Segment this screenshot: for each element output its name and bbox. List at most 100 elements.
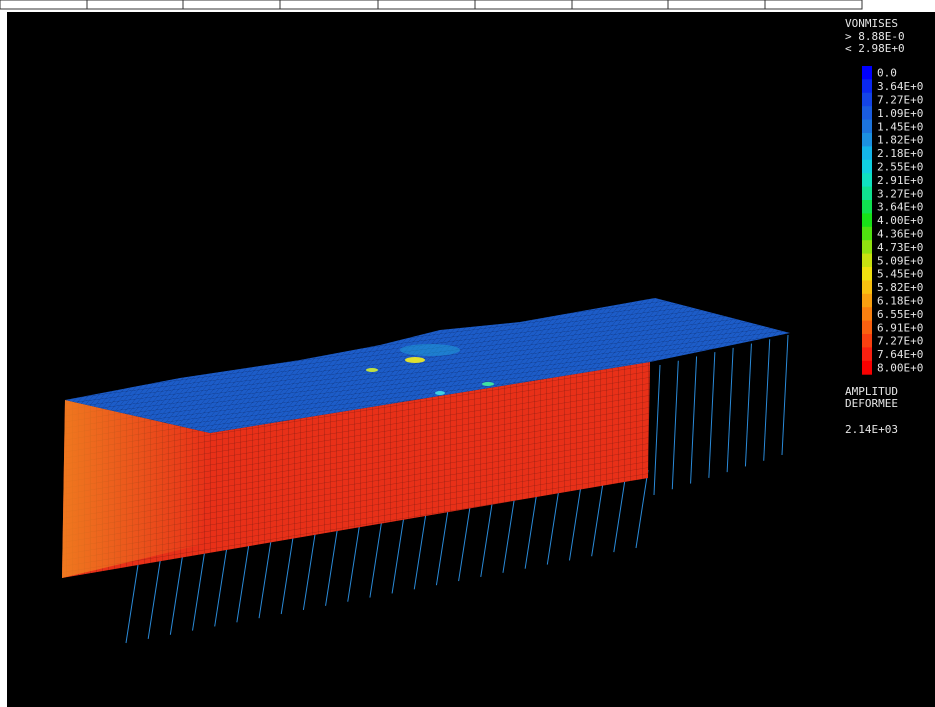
pile — [458, 502, 472, 582]
pile — [708, 352, 716, 478]
amplitude-value: 2.14E+03 — [845, 423, 898, 436]
legend-swatch — [862, 92, 872, 107]
legend-label: 6.18E+0 — [877, 295, 923, 308]
pile — [690, 356, 698, 484]
legend-label: 8.00E+0 — [877, 362, 923, 375]
front-face — [62, 362, 650, 578]
pile — [591, 478, 605, 557]
top-face — [65, 298, 790, 433]
menu-cell[interactable] — [667, 0, 766, 10]
pile — [413, 511, 427, 590]
menu-cell[interactable] — [182, 0, 281, 10]
pile — [726, 347, 734, 473]
pile — [169, 556, 183, 635]
legend-label: 0.0 — [877, 67, 897, 80]
legend-swatch — [862, 200, 872, 214]
pile — [280, 536, 294, 615]
legend-label: 2.18E+0 — [877, 147, 923, 160]
legend-label: 5.45E+0 — [877, 268, 923, 281]
pile — [653, 364, 661, 496]
legend-swatch — [862, 186, 872, 201]
legend-swatch — [862, 347, 872, 362]
legend-swatch — [862, 320, 872, 335]
legend: 0.03.64E+07.27E+01.09E+01.45E+01.82E+02.… — [862, 66, 923, 375]
legend-swatch — [862, 213, 872, 228]
legend-label: 7.64E+0 — [877, 348, 923, 361]
amplitude-label: AMPLITUD — [845, 385, 898, 398]
pile — [480, 498, 494, 577]
menu-cell[interactable] — [474, 0, 573, 10]
pile — [744, 343, 752, 467]
pile — [524, 490, 538, 569]
hotspots — [366, 344, 494, 395]
legend-swatch — [862, 106, 872, 121]
piles — [125, 334, 789, 644]
legend-swatch — [862, 66, 872, 80]
legend-title: VONMISES — [845, 17, 898, 30]
legend-label: 7.27E+0 — [877, 335, 923, 348]
pile — [214, 548, 228, 627]
menu-cell[interactable] — [279, 0, 379, 10]
legend-label: 6.55E+0 — [877, 308, 923, 321]
legend-label: 1.82E+0 — [877, 134, 923, 147]
legend-swatch — [862, 253, 872, 268]
pile — [435, 507, 449, 586]
pile — [192, 552, 206, 631]
legend-swatch — [862, 267, 872, 281]
legend-swatch — [862, 334, 872, 348]
pile — [546, 486, 560, 565]
legend-swatch — [862, 307, 872, 322]
side-face — [62, 400, 210, 578]
menu-cell[interactable] — [377, 0, 476, 10]
pile — [613, 474, 627, 553]
pile — [635, 469, 649, 549]
pile — [671, 360, 679, 490]
legend-swatch — [862, 159, 872, 174]
pile — [347, 523, 361, 602]
legend-swatch — [862, 360, 872, 375]
menu-bar — [0, 0, 863, 10]
legend-label: 5.82E+0 — [877, 281, 923, 294]
pile — [763, 339, 771, 461]
legend-swatch — [862, 79, 872, 94]
legend-swatch — [862, 133, 872, 147]
pile — [568, 482, 582, 561]
legend-label: 4.36E+0 — [877, 228, 923, 241]
legend-swatch — [862, 280, 872, 295]
menu-cell[interactable] — [0, 0, 88, 10]
pile — [258, 540, 272, 619]
legend-label: 1.45E+0 — [877, 120, 923, 133]
legend-label: 3.64E+0 — [877, 201, 923, 214]
legend-swatch — [862, 173, 872, 188]
legend-label: 3.27E+0 — [877, 187, 923, 200]
pile — [125, 564, 139, 644]
deformee-label: DEFORMEE — [845, 397, 898, 410]
pile — [391, 515, 405, 594]
menu-cell[interactable] — [571, 0, 669, 10]
legend-label: 2.55E+0 — [877, 161, 923, 174]
legend-label: 5.09E+0 — [877, 254, 923, 267]
pile — [502, 494, 516, 573]
legend-max: > 8.88E-0 — [845, 30, 905, 43]
pile — [147, 560, 161, 639]
legend-label: 4.00E+0 — [877, 214, 923, 227]
pile — [302, 531, 316, 611]
legend-swatch — [862, 146, 872, 161]
legend-label: 1.09E+0 — [877, 107, 923, 120]
pile — [236, 544, 250, 623]
legend-label: 2.91E+0 — [877, 174, 923, 187]
legend-swatch — [862, 293, 872, 308]
legend-swatch — [862, 119, 872, 134]
legend-swatch — [862, 226, 872, 241]
menu-cell[interactable] — [764, 0, 863, 10]
legend-min: < 2.98E+0 — [845, 42, 905, 55]
legend-swatch — [862, 240, 872, 255]
menu-cell[interactable] — [86, 0, 184, 10]
pile — [325, 527, 339, 606]
pile — [781, 334, 789, 456]
pile — [369, 519, 383, 598]
legend-label: 6.91E+0 — [877, 321, 923, 334]
legend-label: 4.73E+0 — [877, 241, 923, 254]
legend-label: 7.27E+0 — [877, 94, 923, 107]
